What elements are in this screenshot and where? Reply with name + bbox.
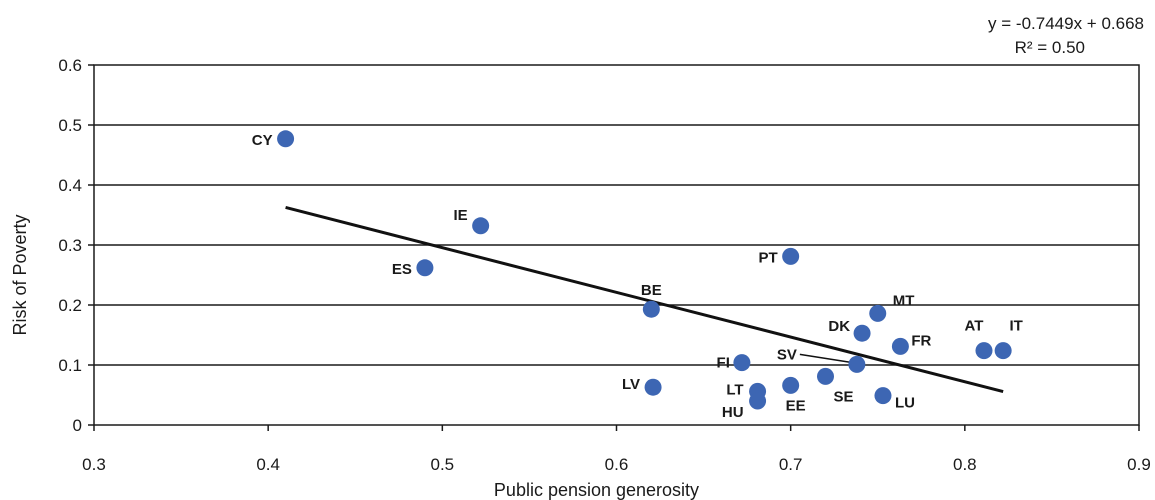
data-points	[277, 130, 1012, 410]
data-point-es	[416, 259, 434, 277]
data-point-be	[642, 300, 660, 318]
data-point-it	[994, 342, 1012, 360]
x-tick-label-4: 0.7	[779, 455, 803, 474]
gridlines	[94, 124, 1139, 366]
x-axis-ticks: 0.3 0.4 0.5 0.6 0.7 0.8 0.9	[82, 425, 1151, 474]
data-point-ie	[472, 217, 490, 235]
point-label-lu: LU	[895, 395, 915, 412]
trendline-equation: y = -0.7449x + 0.668	[988, 14, 1144, 33]
point-labels: CY IE ES PT BE MT DK FR AT IT FI SV LV LT HU EE SE LU	[252, 132, 1023, 421]
x-tick-label-0: 0.3	[82, 455, 106, 474]
data-point-lv	[644, 378, 662, 396]
data-point-ee	[782, 376, 800, 394]
point-label-at: AT	[965, 318, 984, 335]
point-label-fr: FR	[911, 332, 931, 349]
trendline	[285, 205, 1004, 394]
y-axis-title: Risk of Poverty	[10, 214, 30, 335]
data-point-fi	[733, 354, 751, 372]
data-point-lu	[874, 387, 892, 405]
y-axis-ticks: 0 0.1 0.2 0.3 0.4 0.5 0.6	[58, 56, 94, 435]
x-axis-title: Public pension generosity	[494, 480, 699, 500]
x-tick-label-6: 0.9	[1127, 455, 1151, 474]
data-point-hu	[749, 392, 767, 410]
data-point-fr	[891, 337, 909, 355]
point-label-be: BE	[641, 282, 662, 299]
point-label-fi: FI	[717, 355, 730, 372]
point-label-mt: MT	[893, 292, 915, 309]
x-tick-label-3: 0.6	[605, 455, 629, 474]
y-tick-label-3: 0.3	[58, 236, 82, 255]
point-label-pt: PT	[758, 249, 777, 266]
y-tick-label-6: 0.6	[58, 56, 82, 75]
data-point-sv	[848, 355, 866, 373]
point-label-it: IT	[1009, 318, 1022, 335]
x-tick-label-5: 0.8	[953, 455, 977, 474]
y-tick-label-5: 0.5	[58, 116, 82, 135]
point-label-ee: EE	[786, 397, 806, 414]
point-label-hu: HU	[722, 404, 744, 421]
y-tick-label-0: 0	[73, 416, 82, 435]
y-tick-label-1: 0.1	[58, 356, 82, 375]
point-label-sv: SV	[777, 346, 797, 363]
trendline-r2: R² = 0.50	[1015, 38, 1085, 57]
x-tick-label-1: 0.4	[256, 455, 280, 474]
point-label-ie: IE	[453, 207, 467, 224]
point-label-es: ES	[392, 261, 412, 278]
point-label-dk: DK	[828, 318, 850, 335]
sv-leader-line	[799, 353, 851, 364]
data-point-at	[975, 342, 993, 360]
point-label-se: SE	[833, 388, 853, 405]
data-point-pt	[782, 247, 800, 265]
y-tick-label-4: 0.4	[58, 176, 82, 195]
data-point-mt	[869, 304, 887, 322]
data-point-dk	[853, 324, 871, 342]
data-point-cy	[277, 130, 295, 148]
point-label-cy: CY	[252, 132, 273, 149]
point-label-lt: LT	[726, 381, 743, 398]
y-tick-label-2: 0.2	[58, 296, 82, 315]
point-label-lv: LV	[622, 376, 640, 393]
x-tick-label-2: 0.5	[431, 455, 455, 474]
data-point-se	[817, 367, 834, 385]
